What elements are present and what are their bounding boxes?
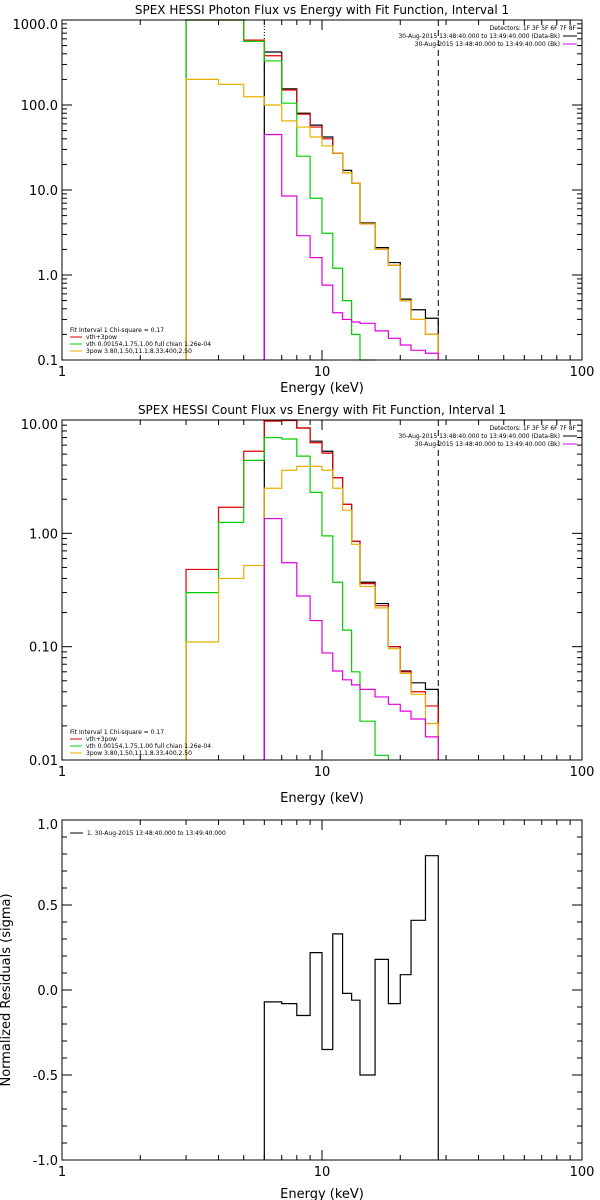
series-1-30-aug-2015-13-48-40-000-to-13-49-40-000-line	[263, 855, 439, 1160]
y-tick-label: 1.0	[37, 818, 58, 833]
info-block: Detectors: 1F 3F 5F 6F 7F 8F 30-Aug-2015…	[398, 25, 577, 48]
y-tick-label: 0.5	[37, 899, 58, 914]
series-vth-3pow-line	[185, 19, 439, 360]
y-tick-label: 0.0	[37, 984, 58, 999]
chart-title: SPEX HESSI Photon Flux vs Energy with Fi…	[135, 3, 509, 17]
series-3pow-line	[185, 78, 439, 360]
x-axis-title: Energy (keV)	[280, 1187, 364, 1200]
residuals-panel: 1 10 100 -1.0 -0.5 0.0 0.5 1.0 1. 30-Aug-2015 1…	[0, 818, 594, 1200]
series-bk-line	[263, 133, 439, 360]
y-tick-label: -0.5	[33, 1069, 58, 1084]
x-tick-label: 1	[58, 365, 66, 380]
y-tick-label: -1.0	[33, 1154, 58, 1169]
fit-info-label: Fit Interval 1 Chi-square = 0.17	[70, 327, 164, 334]
y-tick-label: 0.1	[37, 354, 58, 369]
legend-label-3pow: 3pow 3.80,1.50,11.1,8.33,400,2.50	[86, 348, 192, 355]
x-tick-label: 100	[570, 1165, 595, 1180]
legend-label-residuals: 1. 30-Aug-2015 13:48:40.000 to 13:49:40.…	[87, 830, 226, 837]
series-vth-line	[185, 19, 376, 361]
detectors-label: Detectors: 1F 3F 5F 6F 7F 8F	[490, 425, 577, 432]
y-tick-label: 10.0	[29, 184, 58, 199]
bk-interval-label: 30-Aug-2015 13:48:40.000 to 13:49:40.000…	[415, 441, 560, 448]
legend-label-vth-3pow: vth+3pow	[86, 736, 117, 743]
x-axis-title: Energy (keV)	[280, 791, 364, 806]
series-3pow-line	[185, 465, 439, 760]
y-tick-label: 100.0	[21, 99, 58, 114]
legend-label-vth-3pow: vth+3pow	[86, 334, 117, 341]
bk-interval-label: 30-Aug-2015 13:48:40.000 to 13:49:40.000…	[415, 41, 560, 48]
legend: Fit Interval 1 Chi-square = 0.17 vth+3po…	[70, 327, 211, 355]
series-vth-3pow-line	[185, 419, 439, 760]
fit-info-label: Fit Interval 1 Chi-square = 0.17	[70, 729, 164, 736]
count-flux-panel: SPEX HESSI Count Flux vs Energy with Fit…	[21, 403, 595, 806]
legend-label-vth: vth 0.00154,1.75,1.00 full chian 1.26e-0…	[86, 743, 211, 750]
x-tick-label: 10	[314, 1165, 331, 1180]
legend-label-3pow: 3pow 3.80,1.50,11.1,8.33,400,2.50	[86, 750, 192, 757]
x-tick-label: 100	[570, 365, 595, 380]
y-tick-label: 1.00	[29, 527, 58, 542]
x-tick-label: 1	[58, 765, 66, 780]
info-block: Detectors: 1F 3F 5F 6F 7F 8F 30-Aug-2015…	[398, 425, 577, 448]
y-tick-label: 1000.0	[13, 18, 59, 33]
data-interval-label: 30-Aug-2015 13:48:40.000 to 13:49:40.000…	[398, 433, 560, 440]
legend: 1. 30-Aug-2015 13:48:40.000 to 13:49:40.…	[70, 830, 226, 837]
series-vth-line	[185, 436, 389, 760]
legend-label-vth: vth 0.00154,1.75,1.00 full chian 1.26e-0…	[86, 341, 211, 348]
plot-frame	[61, 419, 583, 761]
x-tick-label: 10	[314, 365, 331, 380]
detectors-label: Detectors: 1F 3F 5F 6F 7F 8F	[490, 25, 577, 32]
x-tick-label: 1	[58, 1165, 66, 1180]
series-data-bk-line	[263, 419, 439, 760]
y-tick-label: 0.01	[29, 754, 58, 769]
chart-title: SPEX HESSI Count Flux vs Energy with Fit…	[138, 403, 506, 417]
data-interval-label: 30-Aug-2015 13:48:40.000 to 13:49:40.000…	[398, 33, 560, 40]
y-axis-title: Normalized Residuals (sigma)	[0, 893, 14, 1086]
x-axis-title: Energy (keV)	[280, 381, 364, 396]
x-tick-label: 100	[570, 765, 595, 780]
plot-frame	[61, 819, 583, 1161]
series-bk-line	[263, 517, 439, 760]
photon-flux-panel: SPEX HESSI Photon Flux vs Energy with Fi…	[13, 3, 595, 396]
plot-frame	[61, 19, 583, 361]
x-tick-label: 10	[314, 765, 331, 780]
legend: Fit Interval 1 Chi-square = 0.17 vth+3po…	[70, 729, 211, 757]
y-tick-label: 1.0	[37, 269, 58, 284]
y-tick-label: 0.10	[29, 641, 58, 656]
y-tick-label: 10.00	[21, 418, 58, 433]
